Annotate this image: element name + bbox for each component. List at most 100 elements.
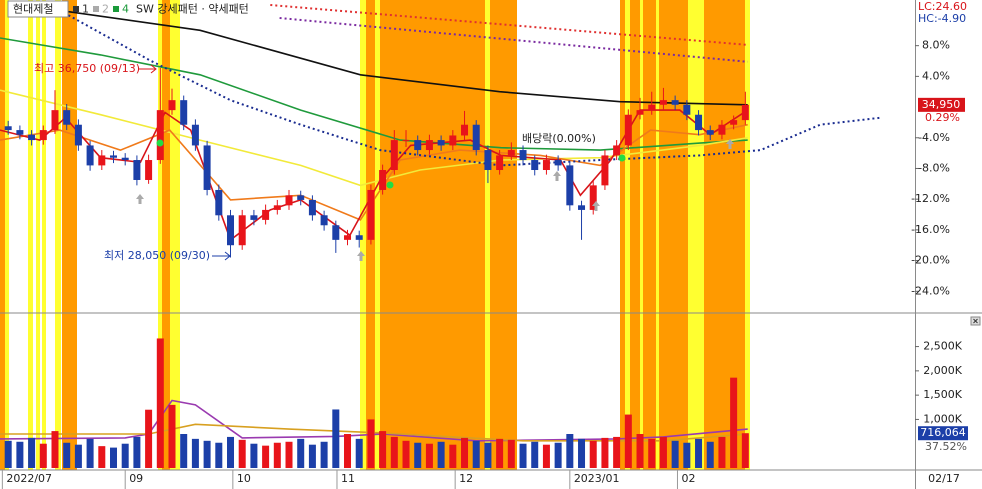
candle-body	[566, 165, 574, 206]
band	[42, 0, 46, 470]
up-arrow	[357, 251, 365, 261]
last-price: 34,950	[922, 98, 961, 111]
candle-body	[250, 215, 258, 220]
band	[620, 0, 625, 470]
band	[0, 0, 5, 470]
candle-body	[425, 140, 433, 151]
band	[162, 0, 170, 470]
volume-bar	[215, 442, 223, 468]
up-arrow	[136, 194, 144, 204]
candle-body	[484, 150, 492, 171]
band	[745, 0, 750, 470]
candle-body	[308, 199, 316, 216]
volume-bar	[39, 443, 47, 468]
volume-bar	[414, 442, 422, 468]
volume-ratio: 37.52%	[925, 440, 967, 453]
lines-layer	[0, 4, 881, 442]
volume-bar	[332, 409, 340, 468]
candle-body	[39, 130, 47, 141]
volume-bar	[531, 441, 539, 468]
candle-body	[578, 205, 586, 210]
volume-bar	[472, 440, 480, 468]
indicator-line	[0, 37, 748, 151]
candle-body	[156, 110, 164, 161]
y-tick-label: 2,500K	[923, 340, 962, 353]
band	[170, 0, 180, 470]
volume-bar	[425, 443, 433, 468]
high-arrow	[138, 64, 157, 74]
candle-body	[51, 110, 59, 131]
y-tick-label: 1,000K	[923, 412, 962, 425]
candle-body	[461, 124, 469, 136]
volume-bar	[344, 434, 352, 468]
volume-bar	[519, 443, 527, 468]
candle-body	[741, 104, 749, 121]
candle-body	[472, 124, 480, 151]
legend-swatch	[73, 6, 79, 12]
y-tick-label: -12.0%	[911, 192, 950, 205]
volume-bar	[437, 441, 445, 468]
volume-bar	[683, 442, 691, 468]
pattern-legend: SW 강세패턴 · 약세패턴	[136, 2, 249, 16]
volume-bar	[308, 444, 316, 468]
y-tick-label: 2,000K	[923, 364, 962, 377]
candle-body	[86, 145, 94, 166]
lc-label: LC:24.60	[918, 0, 967, 13]
legend-swatch	[93, 6, 99, 12]
volume-bar	[379, 431, 387, 468]
candle-body	[344, 235, 352, 240]
axis-panel	[915, 0, 982, 489]
candle-body	[215, 189, 223, 216]
candle-body	[519, 150, 527, 161]
candle-body	[496, 155, 504, 171]
band	[704, 0, 745, 470]
band	[375, 0, 380, 470]
volume-bar	[133, 436, 141, 468]
candle-body	[695, 114, 703, 131]
candle-body	[379, 170, 387, 190]
volume-bar	[16, 441, 24, 468]
signal-bands	[0, 0, 750, 470]
candle-body	[589, 185, 597, 210]
x-tick-label: 2022/07	[6, 472, 52, 485]
cross-dot	[618, 154, 626, 162]
marks-layer	[4, 67, 749, 468]
indicator-line	[59, 9, 748, 106]
volume-bar	[496, 438, 504, 468]
candle-body	[437, 140, 445, 146]
volume-bar	[51, 431, 59, 468]
volume-bar	[238, 439, 246, 468]
band	[640, 0, 643, 470]
volume-bar	[227, 436, 235, 468]
candle-body	[554, 160, 562, 166]
candle-body	[683, 104, 691, 115]
legend-item: 2	[102, 3, 109, 16]
volume-bar	[98, 446, 106, 468]
last-date: 02/17	[928, 472, 960, 485]
legend-item: 4	[122, 3, 129, 16]
candle-body	[4, 126, 12, 131]
volume-bar	[203, 440, 211, 468]
candle-body	[507, 150, 515, 156]
band	[485, 0, 490, 470]
cross-dot	[386, 181, 394, 189]
up-arrow	[726, 139, 734, 149]
volume-bar	[601, 437, 609, 468]
candle-body	[74, 124, 82, 146]
candle-body	[718, 124, 726, 135]
volume-bar	[636, 434, 644, 468]
candle-body	[227, 215, 235, 246]
volume-bar	[542, 444, 550, 468]
volume-bar	[109, 447, 117, 468]
candle-body	[601, 155, 609, 186]
volume-bar	[659, 436, 667, 468]
legend-item: 1	[82, 3, 89, 16]
volume-bar	[484, 442, 492, 468]
candle-body	[168, 100, 176, 111]
volume-bar	[320, 441, 328, 468]
candle-body	[297, 195, 305, 200]
volume-bar	[297, 438, 305, 468]
candle-body	[203, 145, 211, 190]
candle-body	[706, 130, 714, 135]
candle-body	[320, 215, 328, 226]
